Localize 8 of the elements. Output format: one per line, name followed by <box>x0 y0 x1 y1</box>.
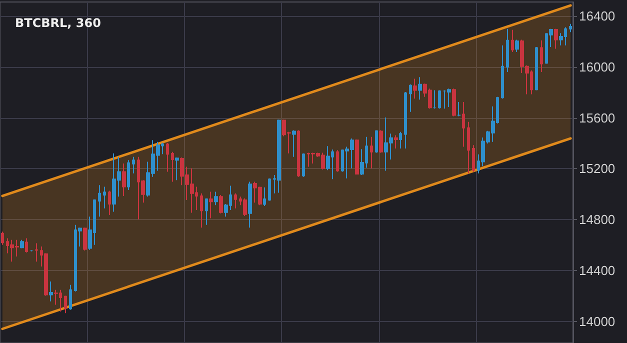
y-tick-label: 15600 <box>579 110 616 126</box>
text: BTCBRL, 360 <box>15 16 101 30</box>
y-tick-label: 16000 <box>579 59 616 74</box>
y-tick-label: 15200 <box>579 161 616 176</box>
y-tick-label: 14000 <box>579 314 616 329</box>
y-tick-label: 14400 <box>579 262 616 278</box>
y-tick-label: 16400 <box>579 8 616 24</box>
y-tick-label: 14800 <box>579 212 616 228</box>
